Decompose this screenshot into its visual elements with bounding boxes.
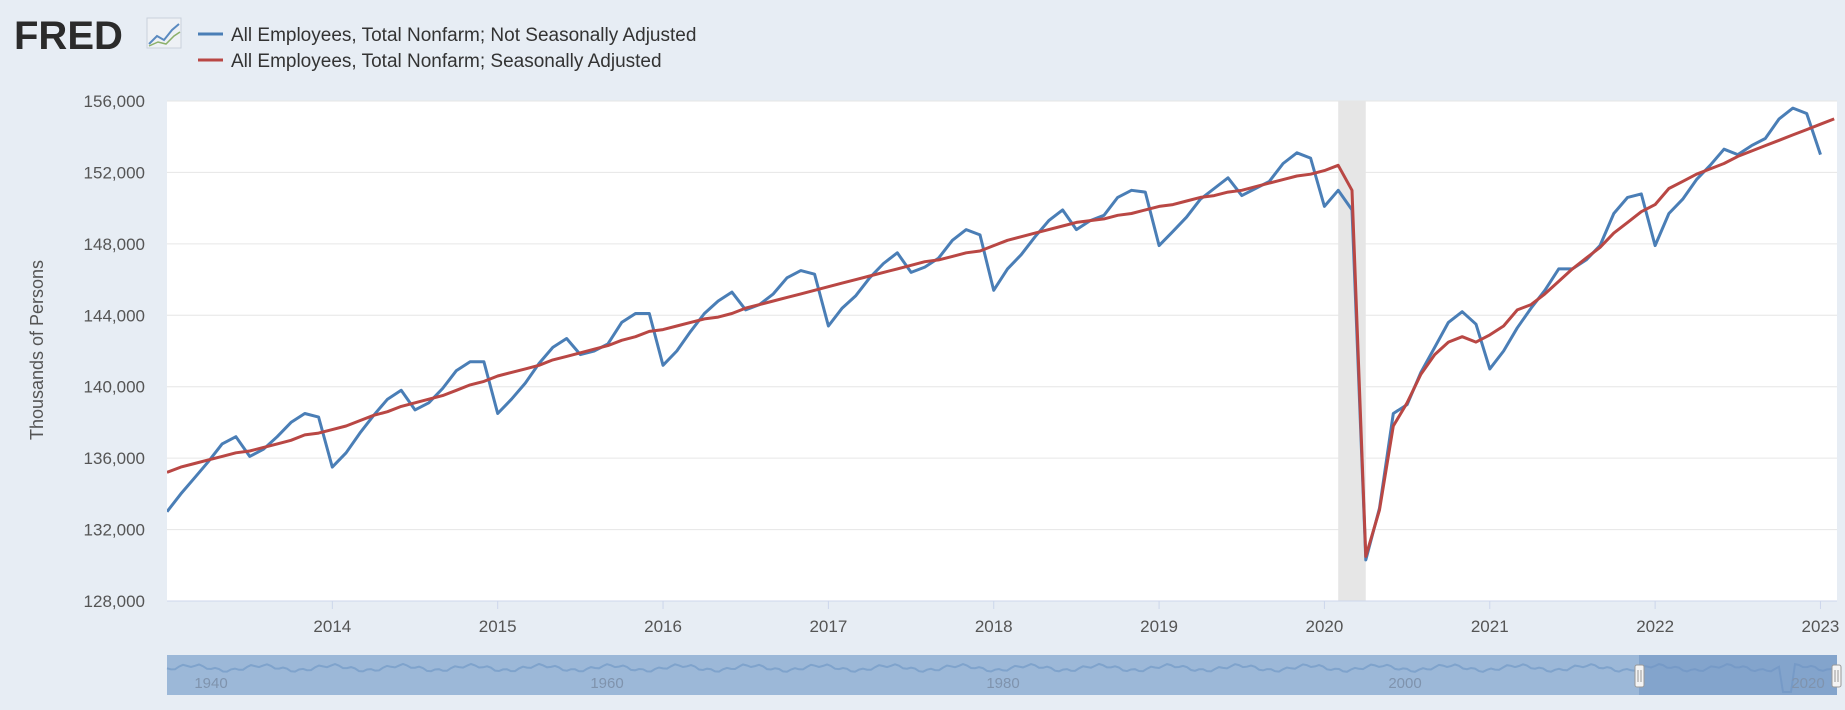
navigator-label: 2020 (1791, 675, 1824, 692)
x-tick-label: 2021 (1471, 617, 1509, 636)
plot-area (167, 101, 1837, 601)
y-tick-label: 156,000 (84, 92, 145, 111)
y-tick-label: 144,000 (84, 306, 145, 325)
recession-shading (1338, 101, 1366, 601)
y-tick-label: 148,000 (84, 235, 145, 254)
navigator-handle-right[interactable] (1831, 664, 1842, 688)
navigator-track (167, 655, 1837, 695)
y-tick-label: 140,000 (84, 378, 145, 397)
x-tick-label: 2016 (644, 617, 682, 636)
series-lines (167, 106, 1835, 562)
y-tick-label: 136,000 (84, 449, 145, 468)
fred-logo-graph-icon (146, 17, 182, 49)
x-axis: 2014 2015 2016 2017 2018 2019 2020 2021 2022 2023 (167, 600, 1840, 636)
y-tick-label: 132,000 (84, 521, 145, 540)
legend-item-not-seasonally-adjusted[interactable]: All Employees, Total Nonfarm; Not Season… (198, 25, 696, 46)
navigator-label: 2000 (1388, 675, 1421, 692)
x-tick-label: 2020 (1306, 617, 1344, 636)
x-tick-label: 2017 (809, 617, 847, 636)
navigator-series (166, 662, 1836, 693)
y-tick-label: 128,000 (84, 592, 145, 611)
navigator-labels: 1940 1960 1980 2000 2020 (194, 675, 1824, 692)
y-tick-label: 152,000 (84, 163, 145, 182)
x-tick-label: 2018 (975, 617, 1013, 636)
series-line-not-seasonally-adjusted[interactable] (167, 106, 1822, 562)
legend-label-not-seasonally-adjusted: All Employees, Total Nonfarm; Not Season… (231, 25, 696, 46)
x-tick-label: 2019 (1140, 617, 1178, 636)
series-line-seasonally-adjusted[interactable] (167, 117, 1835, 558)
x-tick-label: 2014 (313, 617, 351, 636)
fred-logo[interactable]: FRED (14, 14, 182, 58)
legend-label-seasonally-adjusted: All Employees, Total Nonfarm; Seasonally… (231, 51, 662, 72)
navigator-handle-left[interactable] (1634, 664, 1645, 688)
x-tick-label: 2022 (1636, 617, 1674, 636)
navigator-line (166, 662, 1836, 693)
legend-item-seasonally-adjusted[interactable]: All Employees, Total Nonfarm; Seasonally… (198, 51, 662, 72)
gridlines (167, 100, 1837, 602)
y-axis: 128,000 132,000 136,000 140,000 144,000 148,0… (84, 92, 145, 611)
y-axis-label: Thousands of Persons (27, 260, 47, 440)
navigator-selection[interactable] (1639, 655, 1837, 695)
x-tick-label: 2015 (479, 617, 517, 636)
navigator-label: 1980 (986, 675, 1019, 692)
navigator-label: 1960 (590, 675, 623, 692)
navigator-label: 1940 (194, 675, 227, 692)
navigator[interactable]: 1940 1960 1980 2000 2020 (166, 655, 1842, 695)
fred-logo-text: FRED (14, 14, 123, 58)
x-tick-label: 2023 (1802, 617, 1840, 636)
legend: All Employees, Total Nonfarm; Not Season… (198, 25, 696, 72)
